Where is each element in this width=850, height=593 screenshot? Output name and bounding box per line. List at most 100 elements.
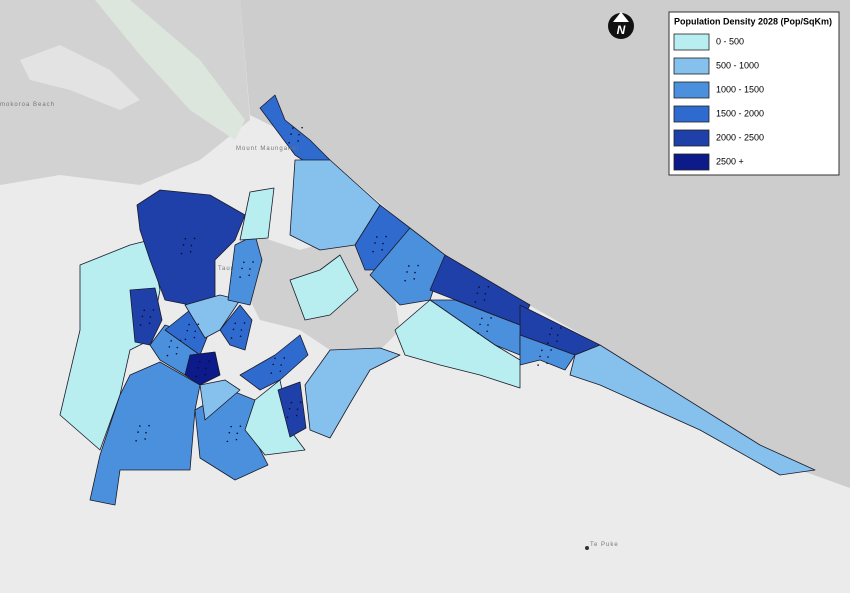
zone-dot [478,286,480,288]
zone-dot [193,237,196,240]
zone [569,344,816,476]
zone-dot [476,292,479,294]
zone-dot [372,250,374,253]
zone [199,379,241,421]
zone-dot [148,322,151,325]
zone-dot [239,425,242,428]
zone-dot [296,408,299,411]
zone-dot [550,349,552,351]
zone-dot [176,346,179,349]
zone-dot [288,407,291,410]
zone-dot [241,267,243,270]
zone-dot [490,317,492,319]
zone-dot [230,425,232,428]
zone-dot [139,425,141,427]
zone-dot [413,278,415,280]
zone-dot [290,401,293,404]
zone-dot [188,323,190,326]
zone-dot [239,335,242,338]
zone [136,189,246,306]
zones [59,94,816,506]
legend-swatch [673,129,710,147]
zone-dot [189,250,192,253]
zone [394,299,521,389]
zone-dot [280,364,282,366]
zone-dot [539,355,541,358]
zone-dot [550,327,553,330]
zone-dot [385,235,387,238]
zone-dot [137,431,139,433]
zone-dot [141,315,144,318]
zone-dot [537,364,539,366]
zone-dot [143,309,146,312]
zone-dot [477,332,479,334]
zone [304,347,401,439]
zone-dot [556,334,559,336]
place-label: mokoroa Beach [0,102,55,108]
zone-dot [199,360,201,363]
zone [129,287,163,346]
zone-dot [546,362,548,365]
zone-dot [279,370,282,373]
place-label: Taur [218,266,234,272]
sea [0,0,850,488]
zone-dot [248,274,250,277]
legend-label: 500 - 1000 [716,60,759,70]
zone [184,294,241,339]
zone-dot [408,265,410,267]
zone-dot [148,424,150,427]
zone-dot [404,279,406,282]
zone-dot [288,141,290,144]
legend-swatch [673,105,710,123]
zone-dot [228,431,231,434]
zone-dot [166,354,169,357]
zone-dot [283,357,286,359]
place-label: Mount Maunganui [236,146,299,152]
zone-dot [149,316,152,318]
north-arrow: N [608,12,634,39]
zone [277,381,307,438]
zone-dot [299,401,302,403]
legend-label: 2500 + [716,156,744,166]
zone-dot [205,367,207,370]
zone-dot [374,242,376,244]
place-marker [585,546,589,550]
zone-dot [297,140,299,142]
zone-dot [234,322,237,325]
place-label: Te Puke [590,542,619,548]
zone-dot [487,324,489,326]
north-arrow-head [613,12,629,22]
zone-dot [170,340,172,342]
zone-dot [184,338,187,341]
zone [184,351,221,386]
zone [89,361,201,506]
north-arrow-circle [608,13,634,39]
zone-dot [290,133,292,135]
zone-dot [486,330,488,333]
zone-dot [483,299,486,301]
zone-dot [406,271,408,273]
zone-dot [240,329,243,331]
zone-dot [186,329,189,332]
legend-label: 1000 - 1500 [716,84,764,94]
zone-dot [286,416,289,419]
zone-dot [547,356,549,358]
zone-dot [270,372,273,374]
zone-dot [230,337,233,339]
zone-dot [182,244,185,246]
zone-dot [547,342,549,344]
zone-dot [272,363,275,366]
zone-dot [135,439,137,442]
zone-dot [197,323,200,325]
zone-dot [274,357,276,360]
zone-dot [145,431,147,434]
zone [239,334,309,391]
zone-dot [479,323,481,326]
zone-dot [139,324,142,326]
island [95,0,245,140]
zone-dot [194,330,197,333]
zone-dot [204,373,206,376]
legend-label: 2000 - 2500 [716,132,764,142]
legend-title: Population Density 2028 (Pop/SqKm) [674,16,832,26]
